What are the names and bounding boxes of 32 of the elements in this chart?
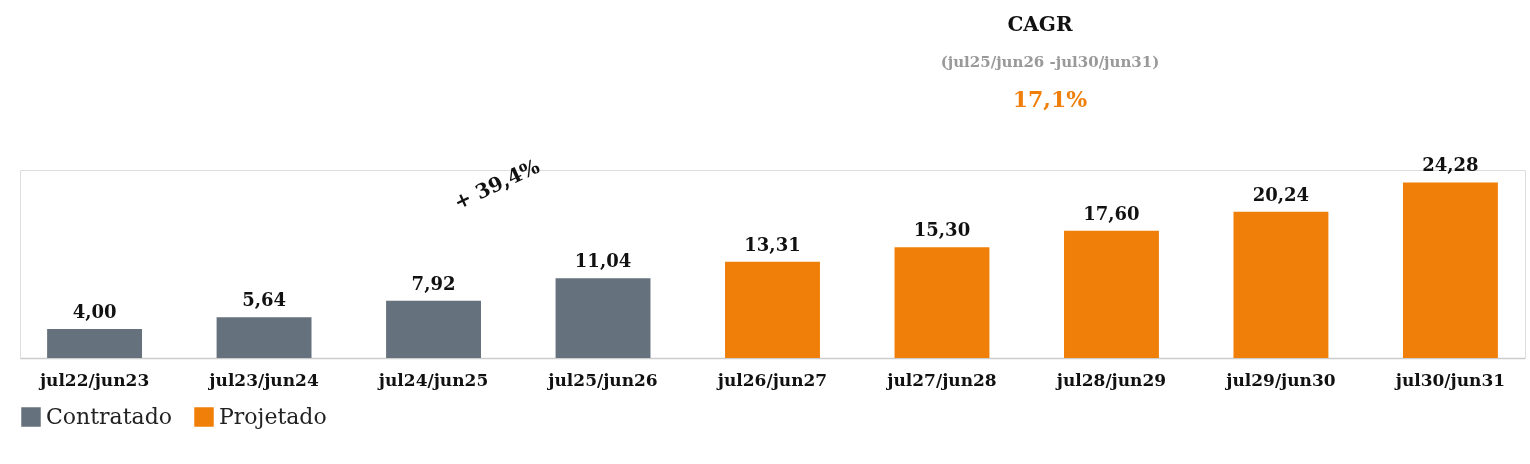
data-label: 7,92 <box>411 272 456 294</box>
x-tick-label: jul25/jun26 <box>546 369 658 390</box>
data-label: 17,60 <box>1083 202 1140 224</box>
x-tick-label: jul24/jun25 <box>376 369 489 390</box>
bar <box>1402 182 1498 358</box>
data-label: 13,31 <box>744 233 801 255</box>
bar <box>47 329 143 358</box>
x-tick-label: jul22/jun23 <box>37 369 150 390</box>
bar <box>725 261 820 358</box>
x-tick-label: jul27/jun28 <box>885 369 997 390</box>
bar <box>386 300 481 358</box>
x-tick-label: jul30/jun31 <box>1393 369 1506 390</box>
x-tick-label: jul23/jun24 <box>207 369 319 390</box>
x-tick-label: jul29/jun30 <box>1224 369 1336 390</box>
x-tick-label: jul26/jun27 <box>715 369 828 390</box>
data-label: 4,00 <box>72 301 117 323</box>
data-label: 5,64 <box>242 289 286 311</box>
bar <box>1233 211 1329 358</box>
legend-label: Contratado <box>46 404 173 429</box>
text: CAGR <box>1007 12 1073 36</box>
data-label: 11,04 <box>574 250 632 272</box>
bar <box>216 317 312 358</box>
text: 17,1% <box>1012 86 1088 112</box>
data-label: 24,28 <box>1422 154 1479 176</box>
bar <box>555 278 651 358</box>
data-label: 20,24 <box>1252 183 1310 205</box>
legend-label: Projetado <box>219 404 327 429</box>
bar <box>894 247 990 358</box>
data-label: 15,30 <box>913 219 971 241</box>
text: (jul25/jun26 -jul30/jun31) <box>940 53 1160 71</box>
bar <box>1064 230 1159 358</box>
x-tick-label: jul28/jun29 <box>1054 369 1167 390</box>
